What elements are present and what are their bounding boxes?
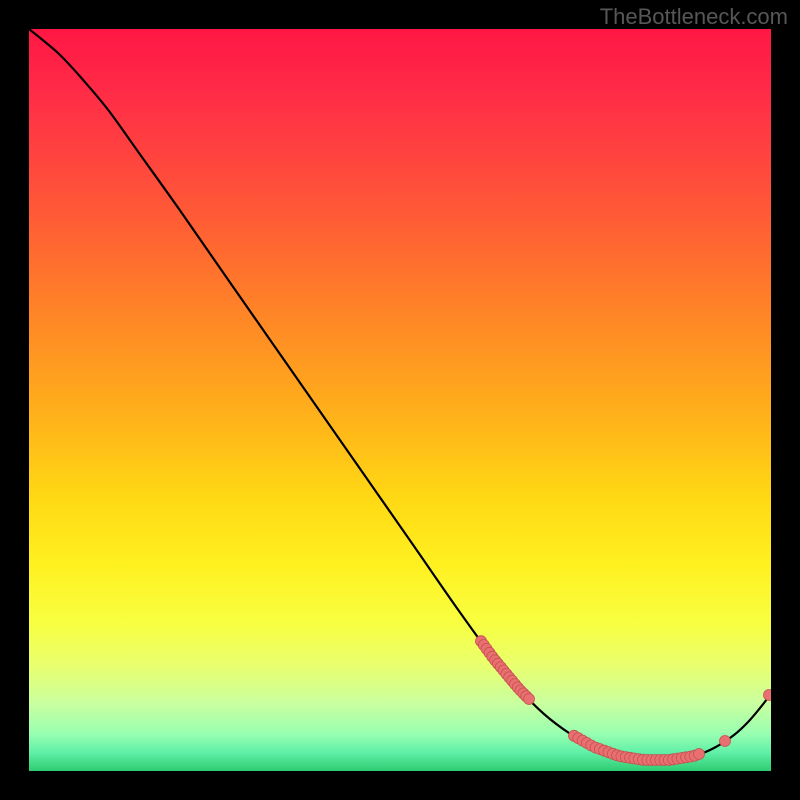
attribution-watermark: TheBottleneck.com [600,4,788,30]
chart-plot-area [29,29,771,771]
curve-marker [720,736,731,747]
curve-marker [694,749,705,760]
chart-svg [29,29,771,771]
curve-marker [764,690,772,701]
chart-background-gradient [29,29,771,771]
curve-marker [524,694,535,705]
